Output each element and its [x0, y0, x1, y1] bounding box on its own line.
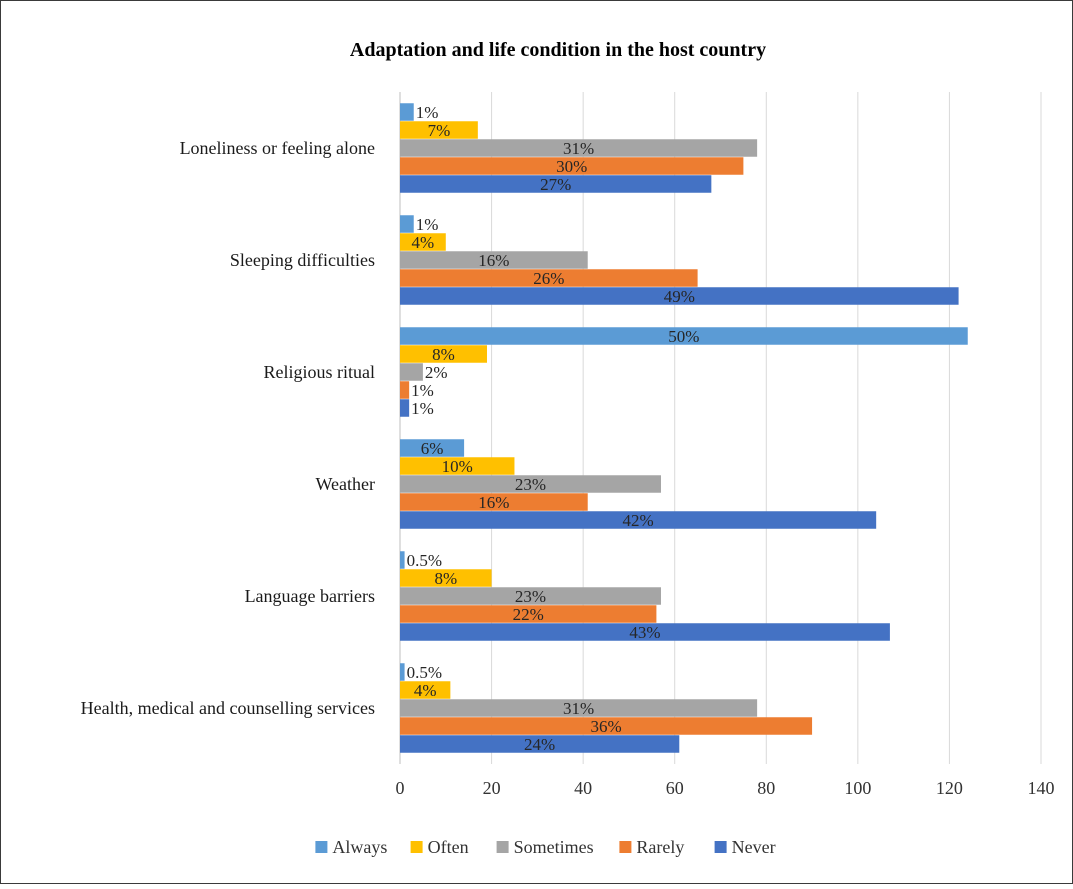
bar-often	[400, 233, 446, 251]
data-label: 43%	[629, 623, 660, 642]
category-label: Health, medical and counselling services	[81, 698, 375, 718]
bar-always	[400, 663, 405, 681]
legend-label: Never	[732, 837, 776, 857]
bar-sometimes	[400, 475, 661, 493]
bar-never	[400, 623, 890, 641]
bar-rarely	[400, 157, 744, 175]
data-label: 30%	[556, 157, 587, 176]
data-label: 1%	[411, 381, 434, 400]
bar-rarely	[400, 381, 410, 399]
bar-often	[400, 457, 515, 475]
x-axis-tick-labels: 0 20 40 60 80 100 120 140	[396, 778, 1055, 798]
bar-often	[400, 121, 478, 139]
legend-label: Rarely	[636, 837, 684, 857]
bars	[400, 103, 968, 753]
bar-never	[400, 511, 877, 529]
data-label: 16%	[478, 493, 509, 512]
data-label: 0.5%	[407, 663, 442, 682]
data-label: 50%	[668, 327, 699, 346]
data-label: 36%	[590, 717, 621, 736]
bar-never	[400, 399, 410, 417]
data-label: 31%	[563, 699, 594, 718]
legend-swatch-sometimes	[496, 841, 509, 853]
legend-label: Always	[332, 837, 387, 857]
bar-rarely	[400, 717, 813, 735]
category-label: Sleeping difficulties	[230, 250, 375, 270]
bar-always	[400, 215, 414, 233]
gridlines	[399, 92, 1042, 764]
data-labels: 1%7%31%30%27%1%4%16%26%49%50%8%2%1%1%6%1…	[407, 103, 700, 754]
legend-swatch-rarely	[619, 841, 632, 853]
legend-label: Often	[428, 837, 469, 857]
data-label: 42%	[622, 511, 653, 530]
legend: Always Often Sometimes Rarely Never	[315, 837, 776, 857]
data-label: 16%	[478, 251, 509, 270]
data-label: 23%	[515, 587, 546, 606]
data-label: 26%	[533, 269, 564, 288]
bar-never	[400, 287, 959, 305]
data-label: 31%	[563, 139, 594, 158]
bar-sometimes	[400, 587, 661, 605]
x-tick-label: 80	[757, 778, 775, 798]
bar-sometimes	[400, 139, 758, 157]
data-label: 0.5%	[407, 551, 442, 570]
category-labels: Loneliness or feeling alone Sleeping diff…	[81, 138, 375, 718]
legend-label: Sometimes	[514, 837, 594, 857]
bar-sometimes	[400, 699, 758, 717]
bar-often	[400, 681, 451, 699]
data-label: 4%	[414, 681, 437, 700]
data-label: 24%	[524, 735, 555, 754]
data-label: 1%	[416, 215, 439, 234]
bar-rarely	[400, 493, 588, 511]
data-label: 22%	[513, 605, 544, 624]
x-tick-label: 60	[666, 778, 684, 798]
bar-always	[400, 551, 405, 569]
bar-often	[400, 569, 492, 587]
x-tick-label: 20	[483, 778, 501, 798]
bar-always	[400, 327, 968, 345]
bar-never	[400, 175, 712, 193]
category-label: Religious ritual	[264, 362, 376, 382]
legend-swatch-always	[315, 841, 328, 853]
data-label: 49%	[664, 287, 695, 306]
x-tick-label: 0	[396, 778, 405, 798]
data-label: 2%	[425, 363, 448, 382]
data-label: 6%	[421, 439, 444, 458]
x-tick-label: 40	[574, 778, 592, 798]
data-label: 23%	[515, 475, 546, 494]
legend-swatch-often	[410, 841, 423, 853]
data-label: 8%	[432, 345, 455, 364]
x-tick-label: 140	[1028, 778, 1055, 798]
x-tick-label: 100	[844, 778, 871, 798]
data-label: 1%	[411, 399, 434, 418]
data-label: 7%	[428, 121, 451, 140]
bar-always	[400, 103, 414, 121]
category-label: Language barriers	[245, 586, 375, 606]
x-tick-label: 120	[936, 778, 963, 798]
legend-swatch-never	[714, 841, 727, 853]
bar-rarely	[400, 269, 698, 287]
data-label: 27%	[540, 175, 571, 194]
bar-rarely	[400, 605, 657, 623]
data-label: 10%	[442, 457, 473, 476]
bar-often	[400, 345, 487, 363]
chart-title: Adaptation and life condition in the hos…	[350, 39, 766, 61]
category-label: Weather	[315, 474, 375, 494]
data-label: 4%	[412, 233, 435, 252]
data-label: 1%	[416, 103, 439, 122]
data-label: 8%	[434, 569, 457, 588]
category-label: Loneliness or feeling alone	[180, 138, 375, 158]
bar-never	[400, 735, 680, 753]
bar-always	[400, 439, 465, 457]
bar-sometimes	[400, 363, 423, 381]
bar-sometimes	[400, 251, 588, 269]
